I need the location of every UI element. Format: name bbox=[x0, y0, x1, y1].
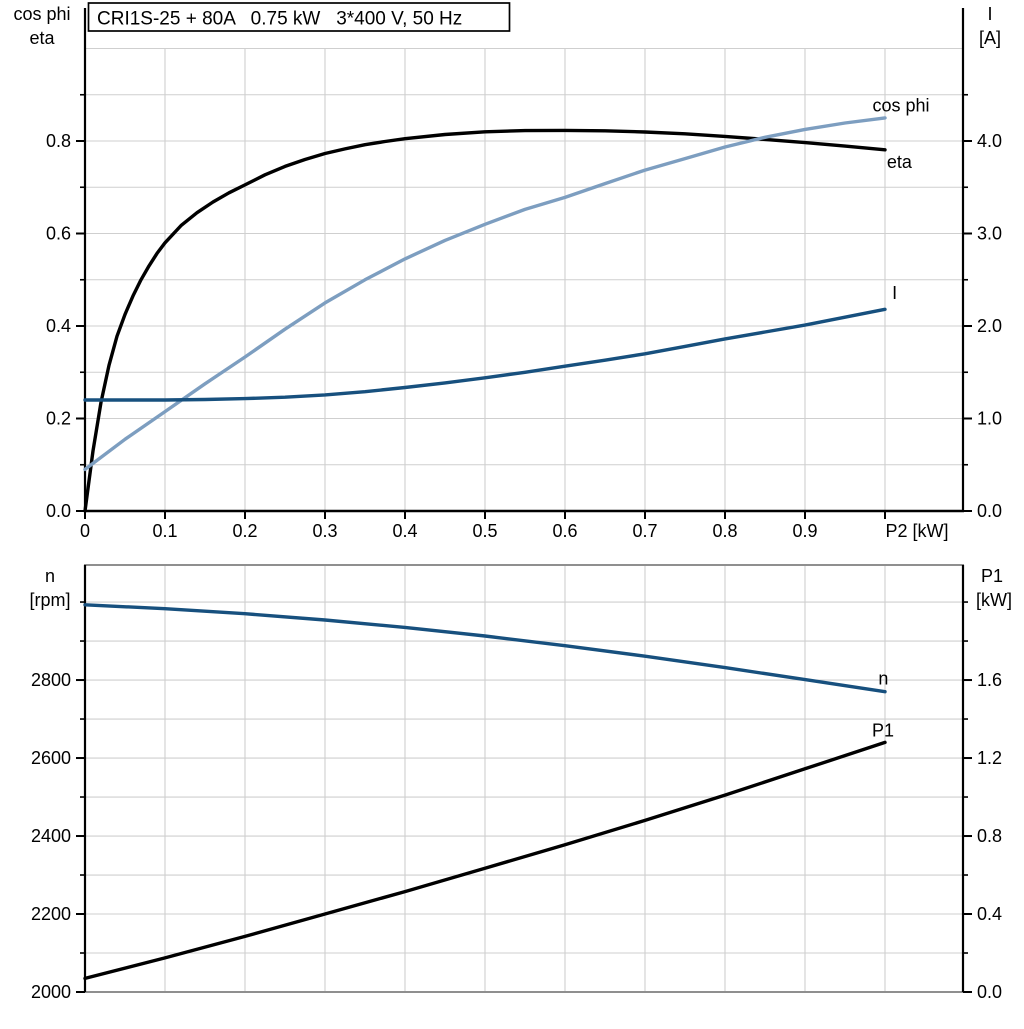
curve-p1 bbox=[83, 740, 887, 981]
y-left-tick-label: 0.8 bbox=[46, 131, 71, 151]
y-right-tick-label: 0.0 bbox=[977, 501, 1002, 521]
x-tick-label: 0.8 bbox=[712, 521, 737, 541]
y-right-tick-label: 0.4 bbox=[977, 904, 1002, 924]
y-left-tick-label: 2000 bbox=[31, 982, 71, 1002]
curve-label-i: I bbox=[892, 283, 897, 303]
y-right-tick-label: 0.8 bbox=[977, 826, 1002, 846]
y-right-tick-label: 0.0 bbox=[977, 982, 1002, 1002]
y-right-axis-header: [kW] bbox=[976, 590, 1012, 610]
curve-cos-phi bbox=[83, 116, 887, 472]
y-left-axis-header: [rpm] bbox=[29, 590, 70, 610]
x-tick-label: 0.4 bbox=[392, 521, 417, 541]
curve-eta bbox=[83, 128, 887, 513]
x-tick-label: 0.1 bbox=[152, 521, 177, 541]
y-right-tick-label: 2.0 bbox=[977, 316, 1002, 336]
x-tick-label: 0.6 bbox=[552, 521, 577, 541]
x-tick-label: 0.7 bbox=[632, 521, 657, 541]
y-right-axis-header: P1 bbox=[981, 566, 1003, 586]
curve-label-eta: eta bbox=[887, 152, 913, 172]
y-right-axis-header: I bbox=[987, 4, 992, 24]
curve-i bbox=[83, 307, 887, 402]
curve-label-n: n bbox=[878, 669, 888, 689]
y-left-axis-header: n bbox=[45, 566, 55, 586]
y-right-tick-label: 4.0 bbox=[977, 131, 1002, 151]
x-tick-label: 0 bbox=[80, 521, 90, 541]
y-right-tick-label: 1.6 bbox=[977, 670, 1002, 690]
y-left-axis-header: cos phi bbox=[13, 4, 70, 24]
x-tick-label: 0.9 bbox=[792, 521, 817, 541]
curve-label-p1: P1 bbox=[872, 721, 894, 741]
y-right-axis-header: [A] bbox=[979, 28, 1001, 48]
title-box bbox=[87, 2, 511, 32]
y-left-tick-label: 0.0 bbox=[46, 501, 71, 521]
x-tick-label: 0.3 bbox=[312, 521, 337, 541]
y-right-tick-label: 1.2 bbox=[977, 748, 1002, 768]
x-axis-label: P2 [kW] bbox=[885, 521, 948, 541]
y-left-tick-label: 0.2 bbox=[46, 409, 71, 429]
y-right-tick-label: 1.0 bbox=[977, 409, 1002, 429]
y-left-axis-header: eta bbox=[29, 28, 55, 48]
y-left-tick-label: 2600 bbox=[31, 748, 71, 768]
y-right-tick-label: 3.0 bbox=[977, 224, 1002, 244]
x-tick-label: 0.2 bbox=[232, 521, 257, 541]
x-tick-label: 0.5 bbox=[472, 521, 497, 541]
y-left-tick-label: 2800 bbox=[31, 670, 71, 690]
y-left-tick-label: 0.4 bbox=[46, 316, 71, 336]
y-left-tick-label: 0.6 bbox=[46, 224, 71, 244]
curve-label-cos-phi: cos phi bbox=[872, 95, 929, 115]
y-left-tick-label: 2400 bbox=[31, 826, 71, 846]
chart-title: CRI1S-25 + 80A 0.75 kW 3*400 V, 50 Hz bbox=[97, 9, 462, 30]
curve-n bbox=[83, 603, 887, 694]
y-left-tick-label: 2200 bbox=[31, 904, 71, 924]
